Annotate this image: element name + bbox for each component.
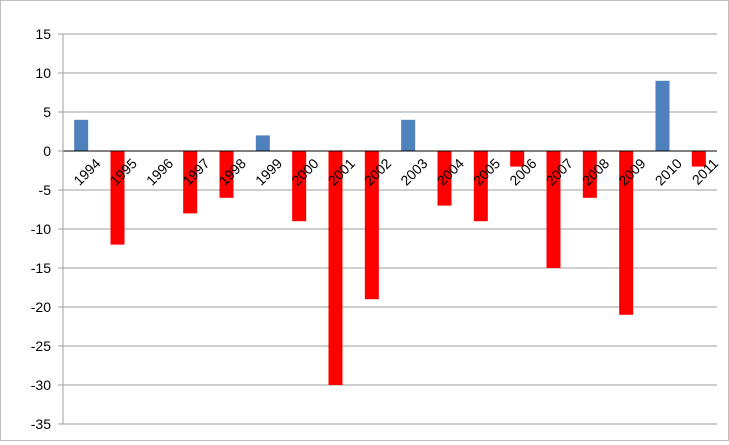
x-tick-label: 1996 (143, 155, 176, 188)
y-tick-label: -25 (31, 338, 51, 354)
bar-2004 (437, 151, 452, 206)
bar-2001 (328, 151, 343, 385)
bar-1995 (110, 151, 125, 245)
y-tick-label: -5 (39, 182, 52, 198)
bar-2011 (691, 151, 706, 167)
y-tick-label: -30 (31, 377, 51, 393)
bar-1998 (219, 151, 234, 198)
bars (74, 80, 706, 385)
x-tick-label: 2003 (397, 155, 430, 188)
bar-2010 (655, 80, 670, 151)
x-tick-label: 1994 (70, 155, 103, 188)
x-tick-label: 2010 (652, 155, 685, 188)
bar-1997 (183, 151, 198, 214)
y-tick-label: 0 (43, 143, 51, 159)
bar-2009 (619, 151, 634, 315)
y-tick-label: -35 (31, 416, 51, 432)
bar-2007 (546, 151, 561, 268)
bar-2003 (401, 119, 416, 151)
y-axis-tick-labels: 15 10 5 0 -5 -10 -15 -20 -25 -30 -35 (31, 26, 51, 432)
bar-2005 (473, 151, 488, 222)
bar-1994 (74, 119, 89, 151)
bar-2006 (510, 151, 525, 167)
y-tick-label: 15 (35, 26, 51, 42)
bar-2002 (364, 151, 379, 300)
bar-2000 (292, 151, 307, 222)
y-tick-label: 10 (35, 65, 51, 81)
y-tick-label: -10 (31, 221, 51, 237)
y-tick-label: -15 (31, 260, 51, 276)
y-tick-label: -20 (31, 299, 51, 315)
bar-1999 (255, 135, 270, 151)
x-tick-label: 1999 (252, 155, 285, 188)
bar-2008 (582, 151, 597, 198)
y-tick-label: 5 (43, 104, 51, 120)
gridlines (58, 33, 717, 425)
